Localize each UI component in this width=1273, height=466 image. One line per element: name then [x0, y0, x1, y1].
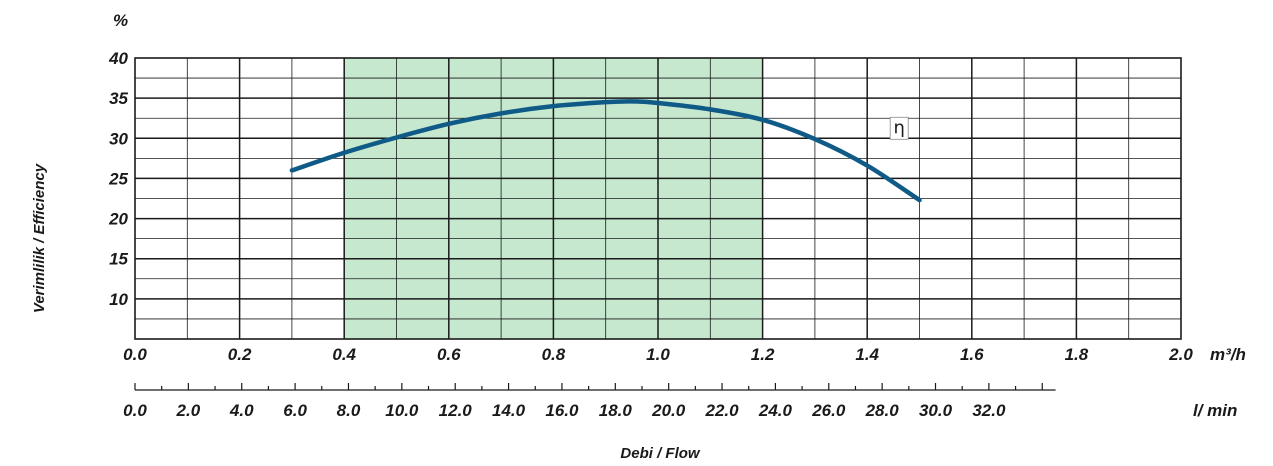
x2-tick-label: 14.0 [492, 401, 526, 420]
x2-unit-label: l/ min [1193, 401, 1237, 420]
x-tick-label: 0.8 [542, 345, 566, 364]
series-layer: η [289, 99, 922, 203]
x-tick-label: 1.6 [960, 345, 984, 364]
x2-tick-label: 6.0 [283, 401, 307, 420]
x2-tick-label: 32.0 [972, 401, 1006, 420]
y-tick-label: 15 [109, 250, 128, 269]
x-tick-label: 1.2 [751, 345, 775, 364]
y-axis-title: Verimlilik / Efficiency [31, 163, 48, 313]
x2-tick-label: 4.0 [229, 401, 254, 420]
x2-tick-labels: 0.0 2.0 4.0 6.0 8.0 10.0 12.0 14.0 16.0 18.0 20.0 2… [123, 401, 1006, 420]
x-tick-label: 0.6 [437, 345, 461, 364]
series-label-box [889, 116, 909, 140]
x2-tick-label: 20.0 [651, 401, 686, 420]
y-tick-label: 20 [108, 210, 128, 229]
y-tick-label: 40 [108, 49, 128, 68]
x2-tick-label: 28.0 [865, 401, 900, 420]
x-tick-label: 0.2 [228, 345, 252, 364]
x-unit-label: m³/h [1210, 345, 1246, 364]
x2-tick-label: 22.0 [704, 401, 739, 420]
x-tick-label: 2.0 [1168, 345, 1193, 364]
x-tick-label: 1.8 [1065, 345, 1089, 364]
y-tick-label: 25 [108, 169, 128, 188]
y-tick-label: 35 [109, 89, 128, 108]
x-tick-labels: 0.0 0.2 0.4 0.6 0.8 1.0 1.2 1.4 1.6 1.8 2.0 [123, 345, 1193, 364]
x-tick-label: 0.0 [123, 345, 147, 364]
x2-tick-label: 30.0 [919, 401, 953, 420]
x2-tick-label: 12.0 [439, 401, 473, 420]
x-tick-label: 1.4 [855, 345, 879, 364]
x2-axis-ticks [134, 383, 1043, 390]
series-label: η [893, 117, 904, 138]
x-axis-title: Debi / Flow [620, 445, 701, 462]
grid-major [135, 58, 1181, 339]
x2-tick-label: 2.0 [176, 401, 201, 420]
y-tick-labels: 10 15 20 25 30 35 40 [108, 49, 128, 309]
x-tick-label: 0.4 [332, 345, 356, 364]
y-tick-label: 30 [109, 129, 128, 148]
x2-tick-label: 26.0 [811, 401, 846, 420]
x2-tick-label: 16.0 [545, 401, 579, 420]
y-tick-label: 10 [109, 290, 128, 309]
y-unit-label: % [113, 11, 128, 30]
x2-tick-label: 24.0 [758, 401, 793, 420]
x2-tick-label: 18.0 [599, 401, 633, 420]
x-tick-label: 1.0 [646, 345, 670, 364]
series-line-0 [289, 99, 922, 203]
plot-frame [134, 57, 1182, 340]
x2-tick-label: 0.0 [123, 401, 147, 420]
x2-tick-label: 10.0 [385, 401, 419, 420]
x2-tick-label: 8.0 [337, 401, 361, 420]
